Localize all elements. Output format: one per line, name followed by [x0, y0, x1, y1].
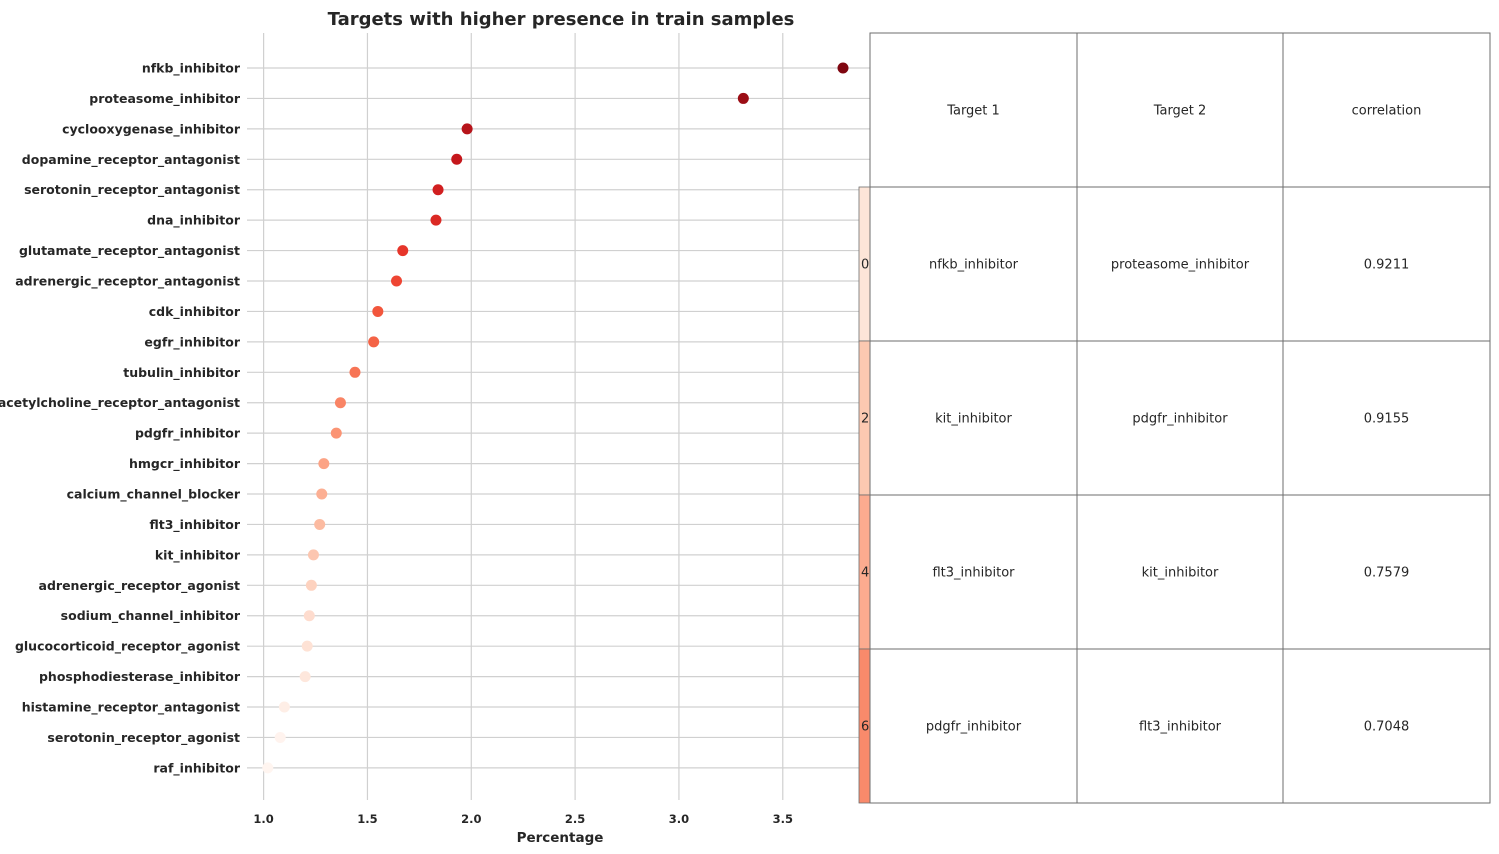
y-category-label: adrenergic_receptor_agonist — [39, 578, 241, 594]
y-category-label: acetylcholine_receptor_antagonist — [0, 395, 240, 411]
data-point — [274, 731, 286, 743]
data-point — [368, 336, 380, 348]
y-category-label: dopamine_receptor_antagonist — [22, 152, 240, 168]
table-cell: proteasome_inhibitor — [1111, 258, 1250, 273]
x-tick-label: 1.5 — [357, 812, 377, 826]
y-category-label: flt3_inhibitor — [149, 517, 240, 533]
data-point — [334, 397, 346, 409]
table-header-cell: Target 1 — [946, 104, 1000, 119]
x-tick-label: 2.0 — [461, 812, 481, 826]
data-point — [307, 549, 319, 561]
y-category-label: calcium_channel_blocker — [67, 487, 241, 503]
table-cell: kit_inhibitor — [1142, 566, 1219, 581]
data-point — [451, 153, 463, 165]
y-category-label: sodium_channel_inhibitor — [61, 608, 241, 624]
y-category-label: dna_inhibitor — [147, 213, 241, 229]
y-category-label: glucocorticoid_receptor_agonist — [15, 639, 240, 655]
table-cell: pdgfr_inhibitor — [926, 720, 1022, 735]
data-point — [397, 245, 409, 257]
y-axis-labels: nfkb_inhibitor proteasome_inhibitorcycloo… — [0, 61, 241, 777]
table-row-index: 2 — [861, 412, 869, 427]
data-point — [314, 518, 326, 530]
x-tick-label: 1.0 — [253, 812, 273, 826]
table-cell: pdgfr_inhibitor — [1132, 412, 1228, 427]
x-tick-label: 2.5 — [565, 812, 585, 826]
chart-title: Targets with higher presence in train sa… — [328, 9, 795, 30]
table-border — [869, 32, 1491, 804]
y-category-label: serotonin_receptor_agonist — [47, 730, 240, 746]
y-category-label: kit_inhibitor — [155, 547, 241, 563]
data-point — [318, 458, 330, 470]
table-cell: 0.7048 — [1364, 720, 1410, 735]
x-axis-ticks: 1.0 1.5 2.0 2.5 3.0 3.5 — [253, 812, 793, 826]
data-point — [349, 366, 361, 378]
table-cell: kit_inhibitor — [935, 412, 1012, 427]
data-point — [305, 579, 317, 591]
correlation-table: Target 1 Target 2 correlation 0 nfkb_inhibit… — [858, 32, 1491, 804]
x-tick-label: 3.5 — [773, 812, 793, 826]
y-category-label: phosphodiesterase_inhibitor — [39, 669, 241, 685]
grid-layer — [247, 33, 870, 800]
data-point — [461, 123, 473, 135]
data-point — [330, 427, 342, 439]
y-category-label: proteasome_inhibitor — [89, 91, 241, 107]
y-category-label: hmgcr_inhibitor — [129, 456, 241, 472]
y-category-label: egfr_inhibitor — [144, 334, 240, 350]
table-cell: 0.9155 — [1364, 412, 1410, 427]
y-category-label: serotonin_receptor_antagonist — [24, 182, 240, 198]
table-cell: 0.9211 — [1364, 258, 1410, 273]
y-category-label: cdk_inhibitor — [149, 304, 241, 320]
data-point — [316, 488, 328, 500]
data-point — [432, 184, 444, 196]
y-category-label: cyclooxygenase_inhibitor — [62, 121, 241, 137]
y-category-label: tubulin_inhibitor — [123, 365, 241, 381]
data-point — [372, 305, 384, 317]
y-category-label: raf_inhibitor — [153, 760, 240, 776]
data-point — [301, 640, 313, 652]
table-header-cell: correlation — [1352, 104, 1422, 119]
data-point — [299, 671, 311, 683]
data-point — [737, 92, 749, 104]
table-cell: flt3_inhibitor — [1139, 720, 1222, 735]
y-category-label: nfkb_inhibitor — [142, 61, 241, 77]
data-point — [837, 62, 849, 74]
data-point — [278, 701, 290, 713]
table-cell: nfkb_inhibitor — [929, 258, 1019, 273]
y-category-label: pdgfr_inhibitor — [135, 426, 241, 442]
data-point — [262, 762, 274, 774]
y-category-label: glutamate_receptor_antagonist — [19, 243, 240, 259]
table-row-index: 0 — [861, 258, 869, 273]
table-cell: flt3_inhibitor — [932, 566, 1015, 581]
y-category-label: adrenergic_receptor_antagonist — [15, 274, 240, 290]
table-header-cell: Target 2 — [1153, 104, 1207, 119]
table-row-index: 4 — [861, 566, 869, 581]
x-axis-label: Percentage — [517, 830, 604, 846]
y-category-label: histamine_receptor_antagonist — [22, 700, 240, 716]
table-row-index: 6 — [861, 720, 869, 735]
points-layer — [262, 62, 849, 774]
data-point — [303, 610, 315, 622]
table-cell: 0.7579 — [1364, 566, 1410, 581]
x-tick-label: 3.0 — [669, 812, 689, 826]
data-point — [430, 214, 442, 226]
data-point — [391, 275, 403, 287]
